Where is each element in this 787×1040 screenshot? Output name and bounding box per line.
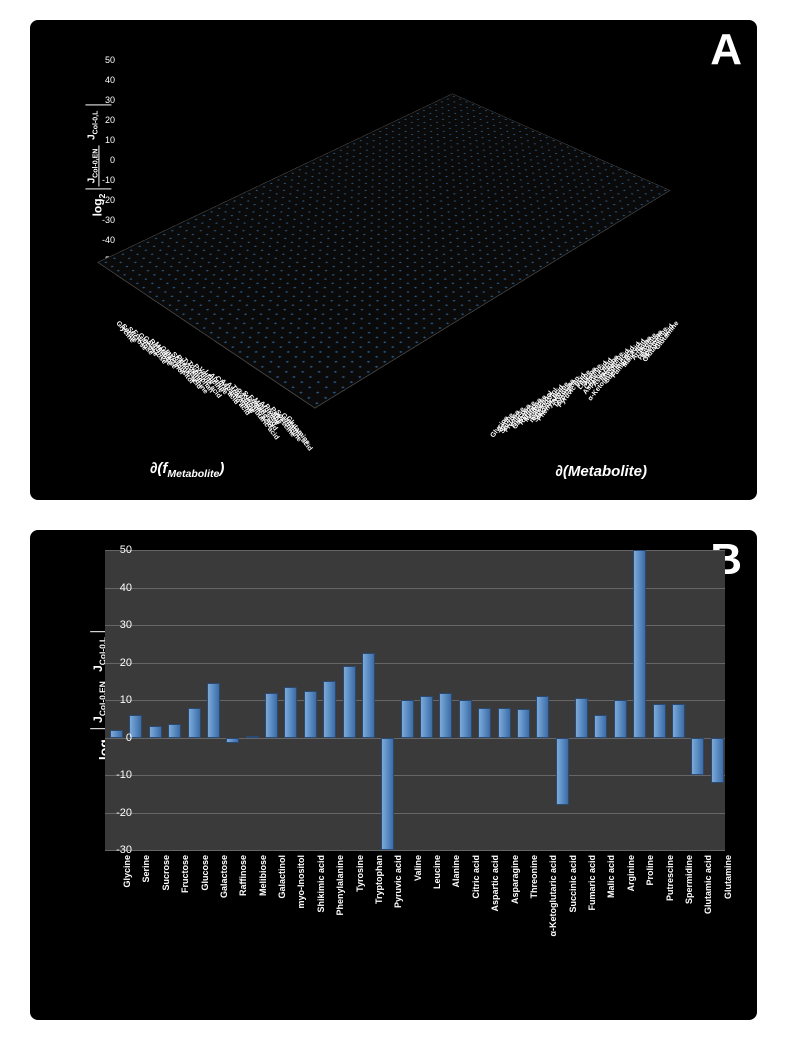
ytick-label: 10 [102,694,132,706]
xtick-label: Valine [413,855,423,955]
bar-column [672,195,675,197]
xtick-label: Galactinol [277,855,287,955]
xtick-label: Aspartic acid [490,855,500,955]
xtick-label: Phenylalanine [335,855,345,955]
bar [343,666,356,737]
gridline [105,850,725,851]
bar [439,693,452,738]
xtick-label: Serine [141,855,151,955]
panel-a-scene [30,20,757,500]
gridline [105,738,725,739]
bar [672,704,685,738]
bar [556,738,569,806]
xtick-label: Raffinose [238,855,248,955]
ytick-label: -10 [102,769,132,781]
ytick-label: 50 [102,544,132,556]
bar [517,709,530,737]
bar [633,550,646,738]
xtick-label: Pyruvic acid [393,855,403,955]
panel-b: B log2 JCol-0,EN JCol-0,L -30-20-1001020… [30,530,757,1020]
gridline [105,550,725,551]
xtick-label: Fructose [180,855,190,955]
xtick-label: Arginine [626,855,636,955]
gridline [105,700,725,701]
xtick-label: Shikimic acid [316,855,326,955]
gridline [105,588,725,589]
bar-column [493,309,497,312]
xtick-label: Alanine [451,855,461,955]
bar [420,696,433,737]
bar [323,681,336,737]
xtick-label: α-Ketoglutaric acid [548,855,558,955]
bar [265,693,278,738]
ytick-label: 0 [102,732,132,744]
bar [594,715,607,738]
bar [284,687,297,738]
xtick-label: Putrescine [665,855,675,955]
ytick-label: -20 [102,807,132,819]
bar [536,696,549,737]
yt2: Metabolite [167,468,219,480]
bar [226,738,239,744]
xtick-label: myo-Inositol [296,855,306,955]
xtick-label: Citric acid [471,855,481,955]
xtick-label: Proline [645,855,655,955]
yn: J [91,716,105,723]
xtick-label: Succinic acid [568,855,578,955]
bar [478,708,491,738]
bar [691,738,704,776]
xtick-label: Glutamic acid [703,855,713,955]
bar [188,708,201,738]
bar [304,691,317,738]
bar [498,708,511,738]
bar-column [623,222,627,224]
xtick-label: Threonine [529,855,539,955]
panel-a: A log2 JCol-0,EN JCol-0,L -50-40-30-20-1… [30,20,757,500]
ytick-label: 30 [102,619,132,631]
xtick-label: Glucose [200,855,210,955]
bar [401,700,414,738]
xtick-label: Tyrosine [355,855,365,955]
xtick-label: Tryptophan [374,855,384,955]
xtick-label: Sucrose [161,855,171,955]
xtick-label: Leucine [432,855,442,955]
bar [246,736,259,738]
xtick-label: Fumaric acid [587,855,597,955]
gridline [105,663,725,664]
bar [362,653,375,737]
xtick-label: Malic acid [606,855,616,955]
yt1: ∂(f [150,460,167,477]
gridline [105,813,725,814]
ytick-label: 20 [102,657,132,669]
panel-a-xaxis-title: ∂(Metabolite) [555,463,647,480]
bar-column [672,195,675,197]
xtick-label: Glycine [122,855,132,955]
bar [381,738,394,851]
bar [711,738,724,783]
yt3: ) [219,460,224,477]
bar [653,704,666,738]
bar-column [644,222,648,224]
bar [168,724,181,737]
xtick-label: Melibiose [258,855,268,955]
xtick-label: Galactose [219,855,229,955]
gridline [105,625,725,626]
ytick-label: 40 [102,582,132,594]
bar [459,700,472,738]
xtick-label: Asparagine [510,855,520,955]
panel-a-yaxis-title: ∂(fMetabolite) [150,460,224,480]
bar [575,698,588,737]
gridline [105,775,725,776]
panel-b-chart [105,550,725,850]
xtick-label: Spermidine [684,855,694,955]
bar [207,683,220,737]
bar [149,726,162,737]
bar [614,700,627,738]
xtick-label: Glutamine [723,855,733,955]
